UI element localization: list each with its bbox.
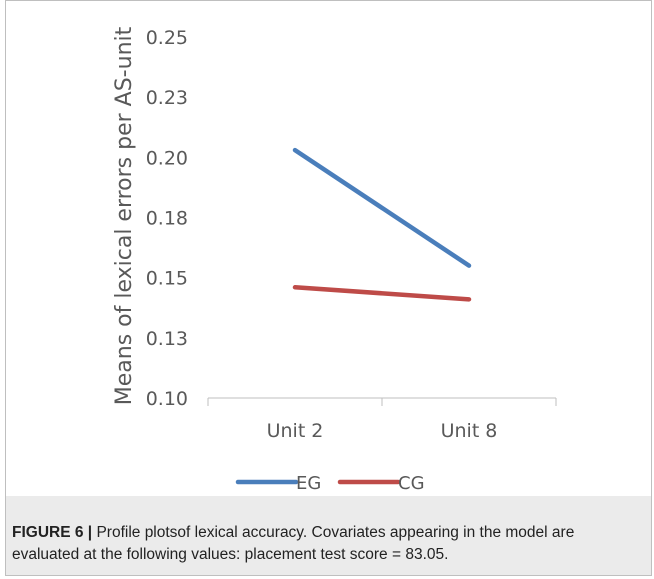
y-tick-label: 0.23 — [146, 87, 188, 109]
y-tick-label: 0.15 — [146, 268, 188, 290]
y-tick-label: 0.10 — [146, 388, 188, 410]
series-lines — [292, 147, 472, 302]
x-tick-label: Unit 2 — [267, 420, 324, 442]
y-tick-label: 0.13 — [146, 328, 188, 350]
caption-text: Profile plotsof lexical accuracy. Covari… — [12, 524, 575, 563]
series-line-cg — [292, 285, 472, 302]
y-tick-label: 0.25 — [146, 27, 188, 49]
y-tick-label: 0.20 — [146, 147, 188, 169]
caption-band — [5, 496, 652, 576]
x-tick-label: Unit 8 — [441, 420, 498, 442]
legend-label: CG — [398, 473, 425, 494]
y-axis-label: Means of lexical errors per AS-unit — [112, 26, 137, 405]
caption-label: FIGURE 6 | — [12, 524, 93, 541]
legend: EG CG — [235, 473, 425, 494]
y-axis-ticks: 0.25 0.23 0.20 0.18 0.15 0.13 0.10 — [146, 27, 188, 410]
legend-label: EG — [296, 473, 321, 494]
figure-caption: FIGURE 6 | Profile plotsof lexical accur… — [12, 522, 642, 566]
series-line-eg — [292, 147, 472, 268]
x-axis-ticks: Unit 2 Unit 8 — [207, 398, 557, 442]
y-tick-label: 0.18 — [146, 208, 188, 230]
